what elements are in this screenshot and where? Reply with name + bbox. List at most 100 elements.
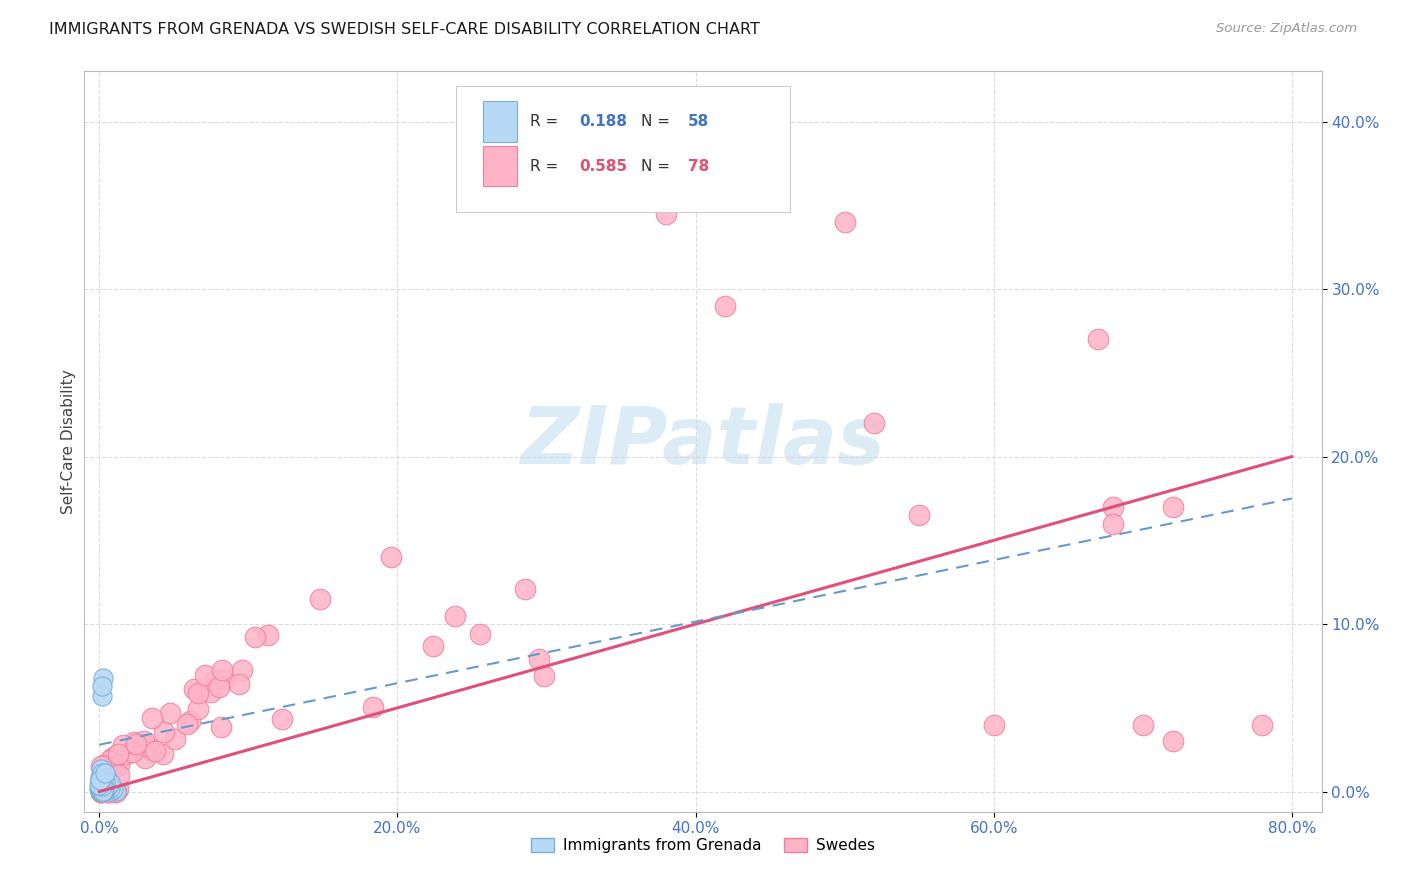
Point	[1132, 717, 1154, 731]
Point	[89, 772, 111, 787]
Bar	[482, 102, 517, 142]
Point	[243, 630, 266, 644]
Point	[176, 716, 198, 731]
Point	[89, 780, 111, 794]
Point	[97, 770, 120, 784]
Point	[90, 780, 112, 795]
Point	[91, 774, 114, 789]
Point	[97, 768, 120, 782]
Point	[159, 706, 181, 721]
Point	[209, 721, 232, 735]
Point	[90, 780, 112, 795]
Point	[98, 780, 121, 795]
Point	[94, 780, 117, 795]
Point	[200, 685, 222, 699]
Point	[183, 682, 205, 697]
Point	[90, 780, 112, 794]
Text: Source: ZipAtlas.com: Source: ZipAtlas.com	[1216, 22, 1357, 36]
Point	[231, 664, 253, 678]
Point	[163, 732, 186, 747]
Point	[93, 782, 115, 797]
Point	[361, 699, 384, 714]
Point	[100, 783, 122, 797]
Point	[91, 671, 114, 685]
Point	[97, 784, 120, 798]
Y-axis label: Self-Care Disability: Self-Care Disability	[60, 369, 76, 514]
Point	[98, 784, 121, 798]
Point	[94, 780, 117, 794]
Point	[98, 776, 121, 790]
Point	[1102, 500, 1125, 514]
Point	[1251, 717, 1274, 731]
Point	[91, 774, 114, 789]
Point	[107, 768, 129, 782]
Point	[98, 753, 121, 767]
Point	[94, 782, 117, 797]
Point	[93, 780, 115, 795]
Point	[380, 550, 402, 565]
Point	[93, 780, 115, 795]
Text: ZIPatlas: ZIPatlas	[520, 402, 886, 481]
Point	[103, 784, 125, 798]
Point	[94, 765, 117, 780]
Point	[89, 778, 111, 792]
Point	[90, 777, 112, 791]
Text: R =: R =	[530, 159, 562, 174]
Point	[90, 781, 112, 796]
Point	[90, 758, 112, 772]
Point	[212, 672, 235, 686]
Point	[132, 733, 155, 747]
Point	[90, 772, 112, 787]
Point	[187, 686, 209, 700]
Point	[107, 747, 129, 761]
Point	[121, 745, 143, 759]
Point	[89, 773, 111, 788]
Point	[91, 783, 114, 797]
Point	[90, 773, 112, 788]
Point	[112, 738, 135, 752]
Point	[90, 689, 112, 703]
Point	[90, 784, 112, 798]
Point	[194, 668, 217, 682]
Point	[115, 747, 138, 761]
FancyBboxPatch shape	[456, 87, 790, 212]
Point	[90, 779, 112, 793]
Point	[228, 677, 250, 691]
Point	[90, 784, 112, 798]
Point	[107, 781, 129, 796]
Text: N =: N =	[641, 159, 675, 174]
Point	[90, 784, 112, 798]
Point	[91, 773, 114, 788]
Legend: Immigrants from Grenada, Swedes: Immigrants from Grenada, Swedes	[524, 832, 882, 860]
Point	[91, 769, 114, 783]
Point	[96, 784, 118, 798]
Point	[211, 663, 233, 677]
Point	[271, 712, 294, 726]
Point	[468, 626, 491, 640]
Point	[91, 777, 114, 791]
Point	[134, 750, 156, 764]
Point	[94, 777, 117, 791]
Point	[101, 751, 124, 765]
Point	[91, 773, 114, 788]
Point	[104, 749, 127, 764]
Point	[983, 717, 1005, 731]
Point	[153, 725, 176, 739]
Point	[204, 673, 226, 688]
Point	[1161, 734, 1184, 748]
Point	[179, 714, 201, 729]
Text: IMMIGRANTS FROM GRENADA VS SWEDISH SELF-CARE DISABILITY CORRELATION CHART: IMMIGRANTS FROM GRENADA VS SWEDISH SELF-…	[49, 22, 761, 37]
Point	[89, 783, 111, 797]
Point	[94, 775, 117, 789]
Point	[654, 207, 676, 221]
Point	[91, 779, 114, 793]
Point	[89, 774, 111, 789]
Point	[135, 739, 157, 754]
Point	[98, 780, 121, 795]
Text: 0.188: 0.188	[579, 114, 627, 129]
Point	[91, 780, 114, 794]
Point	[98, 778, 121, 792]
Point	[90, 762, 112, 776]
Point	[90, 780, 112, 795]
Point	[1087, 332, 1109, 346]
